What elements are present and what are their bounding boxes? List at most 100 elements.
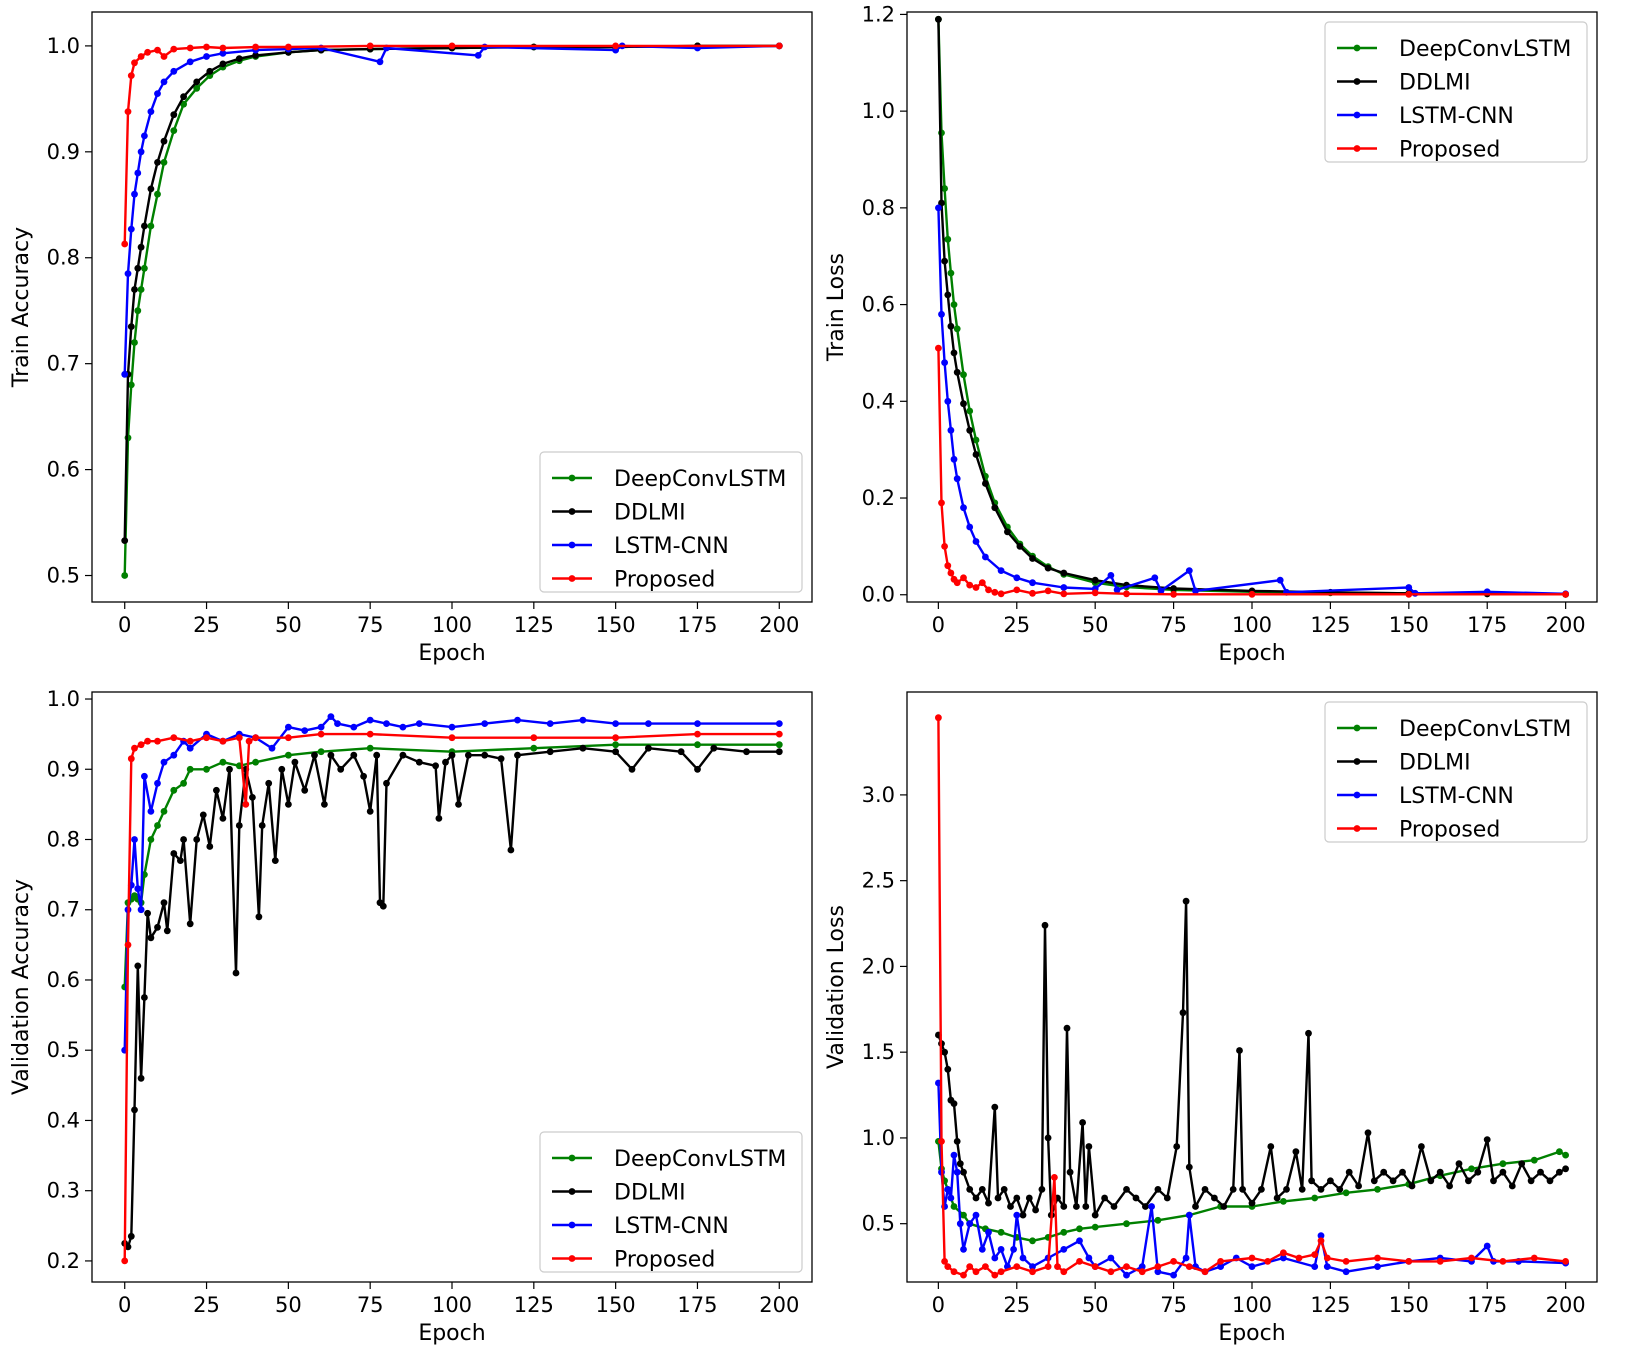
data-point-proposed	[1562, 1258, 1569, 1265]
data-point-lstm-cnn	[1157, 587, 1165, 595]
data-point-ddlmi	[966, 1186, 974, 1193]
series-lstm-cnn	[935, 204, 1569, 598]
data-point-ddlmi	[1060, 569, 1068, 577]
data-point-ddlmi	[960, 400, 967, 408]
data-point-proposed	[991, 588, 999, 596]
data-point-ddlmi	[180, 93, 188, 101]
data-point-ddlmi	[1355, 1182, 1362, 1190]
data-point-lstm-cnn	[1323, 1263, 1331, 1270]
data-point-lstm-cnn	[982, 553, 989, 561]
y-tick-label: 0.7	[47, 898, 80, 922]
data-point-deepconvlstm	[1076, 1225, 1083, 1233]
x-tick-label: 175	[1467, 1293, 1507, 1317]
data-point-ddlmi	[1201, 1186, 1209, 1193]
series-deepconvlstm	[935, 1138, 1569, 1245]
y-tick-label: 2.0	[862, 954, 895, 978]
data-point-proposed	[252, 734, 259, 742]
series-lstm-cnn	[121, 42, 783, 378]
data-point-deepconvlstm	[121, 572, 129, 579]
data-point-deepconvlstm	[1499, 1160, 1507, 1168]
data-point-lstm-cnn	[366, 716, 374, 724]
y-tick-label: 0.9	[47, 757, 80, 781]
data-point-ddlmi	[432, 762, 439, 770]
legend-label-ddlmi: DDLMI	[614, 1181, 686, 1206]
data-point-lstm-cnn	[947, 426, 955, 434]
data-point-lstm-cnn	[514, 716, 521, 724]
series-line-proposed	[123, 44, 780, 245]
data-point-ddlmi	[1546, 1177, 1554, 1185]
data-point-deepconvlstm	[154, 822, 161, 829]
legend-swatch-marker-lstm-cnn	[1353, 111, 1361, 119]
data-point-ddlmi	[1038, 1186, 1046, 1193]
data-point-proposed	[997, 1268, 1005, 1276]
data-point-proposed	[1076, 1258, 1083, 1265]
data-point-ddlmi	[1044, 564, 1052, 572]
train-accuracy-chart: 0 25 50 75 100 125 150 175 200 0.5 0.6 0.7 0.8 0.9 1.0…	[9, 11, 813, 666]
train-loss-chart: 0 25 50 75 100 125 150 175 200 0.0 0.2 0.4 0.6 0.8 1.0…	[824, 2, 1598, 666]
data-point-ddlmi	[435, 815, 443, 822]
series-proposed	[935, 344, 1569, 598]
legend: DeepConvLSTM DDLMI LSTM-CNN Proposed	[1324, 21, 1588, 163]
data-point-ddlmi	[1317, 1186, 1325, 1193]
data-point-lstm-cnn	[268, 744, 276, 752]
data-point-lstm-cnn	[137, 148, 145, 156]
data-point-ddlmi	[1063, 1024, 1071, 1032]
data-point-lstm-cnn	[997, 567, 1005, 574]
legend-label-ddlmi: DDLMI	[614, 501, 686, 526]
data-point-proposed	[935, 344, 942, 352]
data-point-proposed	[170, 734, 178, 742]
data-point-lstm-cnn	[950, 1151, 958, 1159]
x-tick-label: 125	[1310, 613, 1350, 637]
data-point-proposed	[186, 44, 194, 52]
data-point-deepconvlstm	[1123, 1220, 1130, 1228]
data-point-ddlmi	[278, 765, 286, 773]
data-point-proposed	[1051, 1174, 1058, 1181]
series-lstm-cnn	[121, 713, 783, 1054]
legend-box	[1324, 701, 1588, 843]
data-point-ddlmi	[1013, 1194, 1021, 1202]
data-point-proposed	[131, 744, 138, 752]
data-point-ddlmi	[1163, 1194, 1171, 1202]
data-point-ddlmi	[497, 755, 505, 763]
x-tick-label: 125	[1310, 1293, 1350, 1317]
y-tick-label: 1.5	[862, 1040, 895, 1064]
x-tick-label: 50	[1082, 613, 1109, 637]
data-point-lstm-cnn	[612, 720, 619, 727]
legend-swatch-marker-deepconvlstm	[568, 1154, 576, 1162]
y-tick-label: 0.6	[47, 968, 80, 992]
data-point-ddlmi	[966, 426, 974, 434]
data-point-proposed	[950, 1268, 958, 1276]
data-point-lstm-cnn	[966, 1220, 974, 1228]
data-point-proposed	[966, 1263, 974, 1270]
data-point-ddlmi	[321, 801, 328, 808]
data-point-proposed	[124, 941, 132, 949]
data-point-proposed	[242, 801, 250, 808]
data-point-lstm-cnn	[991, 1254, 999, 1262]
data-point-lstm-cnn	[944, 397, 952, 405]
y-axis-label: Validation Accuracy	[9, 879, 34, 1095]
x-tick-label: 150	[1389, 613, 1429, 637]
data-point-ddlmi	[1073, 1203, 1080, 1210]
data-point-lstm-cnn	[938, 310, 945, 318]
data-point-ddlmi	[285, 801, 292, 808]
data-point-lstm-cnn	[953, 475, 961, 483]
data-point-lstm-cnn	[1148, 1203, 1155, 1210]
data-point-ddlmi	[1364, 1129, 1372, 1137]
data-point-lstm-cnn	[124, 270, 132, 277]
data-point-lstm-cnn	[1170, 1271, 1177, 1279]
data-point-lstm-cnn	[1154, 1268, 1162, 1276]
data-point-deepconvlstm	[1374, 1186, 1381, 1193]
legend-box	[539, 451, 803, 593]
data-point-deepconvlstm	[1530, 1156, 1538, 1164]
data-point-ddlmi	[1182, 897, 1190, 905]
x-tick-label: 175	[1467, 613, 1507, 637]
data-point-deepconvlstm	[252, 758, 259, 766]
series-line-lstm-cnn	[937, 207, 1566, 595]
data-point-ddlmi	[127, 1232, 135, 1240]
data-point-proposed	[219, 44, 227, 52]
data-point-ddlmi	[199, 811, 207, 819]
data-point-ddlmi	[1220, 1203, 1228, 1210]
data-point-lstm-cnn	[972, 1211, 980, 1219]
data-point-deepconvlstm	[1091, 1223, 1099, 1231]
data-point-ddlmi	[1273, 1194, 1281, 1202]
